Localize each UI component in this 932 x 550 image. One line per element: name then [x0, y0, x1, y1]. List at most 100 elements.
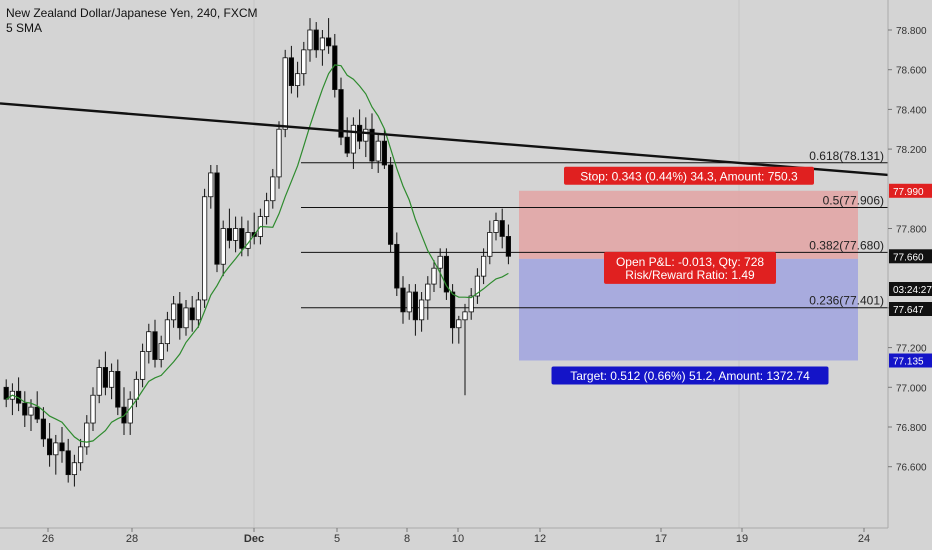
- candle-body: [282, 57, 288, 130]
- fib-label: 0.5(77.906): [823, 193, 884, 207]
- candle-body: [22, 402, 28, 416]
- candle-body: [449, 291, 456, 329]
- candle-body: [133, 378, 139, 400]
- price-tick-label: 78.200: [896, 145, 927, 156]
- candle-body: [487, 232, 493, 257]
- candle-body: [462, 311, 468, 321]
- candle-body: [78, 446, 84, 464]
- target-label-text: Target: 0.512 (0.66%) 51.2, Amount: 1372…: [570, 369, 810, 383]
- candle-body: [220, 228, 226, 265]
- stop-label-box: [564, 166, 814, 185]
- trendline[interactable]: [0, 102, 889, 177]
- time-tick-label: 24: [858, 533, 870, 545]
- candle-body: [47, 438, 53, 456]
- candle-body: [40, 418, 47, 440]
- candle-body: [232, 228, 239, 241]
- price-badge: [889, 282, 932, 296]
- price-badge: [889, 353, 932, 368]
- price-badge-text: 77.647: [893, 305, 924, 316]
- time-tick-label: 26: [42, 533, 54, 545]
- stop-label[interactable]: Stop: 0.343 (0.44%) 34.3, Amount: 750.3: [564, 166, 814, 185]
- price-tick-label: 77.000: [896, 383, 927, 394]
- target-label[interactable]: Target: 0.512 (0.66%) 51.2, Amount: 1372…: [551, 366, 829, 385]
- candle-body: [109, 371, 115, 388]
- candle-body: [3, 386, 9, 400]
- position-labels: Stop: 0.343 (0.44%) 34.3, Amount: 750.3 O…: [551, 166, 829, 385]
- candle-body: [53, 442, 59, 456]
- symbol-title: New Zealand Dollar/Japanese Yen, 240, FX…: [6, 6, 258, 20]
- candle-body: [406, 291, 412, 313]
- candle-body: [239, 228, 245, 249]
- target-label-box: [551, 366, 829, 385]
- price-badge-text: 03:24:27: [893, 285, 932, 296]
- candle-body: [425, 283, 431, 301]
- candle-body: [84, 422, 90, 448]
- candle-body: [71, 462, 77, 476]
- candle-body: [301, 49, 307, 75]
- price-tick-label: 76.600: [896, 463, 927, 474]
- candle-body: [387, 164, 394, 245]
- candle-body: [418, 299, 425, 321]
- candle-body: [263, 200, 270, 217]
- candle-body: [226, 228, 232, 241]
- pnl-label-text: Risk/Reward Ratio: 1.49: [625, 268, 755, 282]
- candle-body: [325, 37, 332, 47]
- price-tick-label: 77.800: [896, 225, 927, 236]
- candles: [3, 18, 512, 487]
- candle-body: [474, 275, 481, 297]
- candle-body: [96, 367, 102, 396]
- candle-body: [164, 319, 170, 345]
- time-tick-label: 8: [404, 533, 410, 545]
- candle-body: [313, 29, 319, 51]
- candle-body: [152, 331, 158, 360]
- time-tick-label: 19: [736, 533, 748, 545]
- candle-body: [319, 37, 326, 51]
- candle-body: [369, 128, 375, 162]
- price-tick-label: 78.600: [896, 66, 927, 77]
- indicator-label[interactable]: 5 SMA: [6, 21, 43, 35]
- trendline[interactable]: [0, 102, 889, 177]
- candle-body: [65, 450, 71, 476]
- candle-body: [288, 57, 295, 86]
- price-axis[interactable]: [888, 0, 932, 550]
- price-tick-label: 76.800: [896, 423, 927, 434]
- candle-body: [170, 303, 177, 321]
- candle-body: [102, 367, 108, 388]
- candle-body: [294, 73, 301, 86]
- candle-body: [115, 371, 121, 408]
- price-tick-label: 78.800: [896, 26, 927, 37]
- price-badge: [889, 249, 932, 264]
- candle-body: [456, 319, 462, 329]
- candle-body: [307, 29, 313, 51]
- candle-body: [270, 176, 276, 202]
- price-badge-text: 77.660: [893, 252, 924, 263]
- candle-body: [276, 128, 282, 178]
- candle-body: [189, 307, 195, 321]
- candle-body: [400, 287, 406, 313]
- fib-label: 0.618(78.131): [809, 149, 884, 163]
- candle-body: [431, 267, 437, 285]
- pnl-label-box: [604, 251, 776, 284]
- stop-zone[interactable]: [519, 190, 858, 259]
- candle-body: [480, 255, 487, 277]
- candle-body: [59, 442, 65, 452]
- sma-line: [5, 64, 509, 443]
- candle-body: [350, 124, 357, 154]
- candle-body: [412, 291, 419, 321]
- stop-label-text: Stop: 0.343 (0.44%) 34.3, Amount: 750.3: [580, 169, 798, 183]
- candle-body: [28, 406, 34, 416]
- time-tick-label: 17: [655, 533, 667, 545]
- price-badge-text: 77.990: [893, 187, 924, 198]
- candle-body: [363, 128, 369, 142]
- sma-line[interactable]: [5, 64, 509, 443]
- candle-body: [443, 255, 450, 293]
- candle-body: [437, 255, 443, 269]
- pnl-label-text: Open P&L: -0.013, Qty: 728: [616, 255, 764, 269]
- fib-label: 0.382(77.680): [809, 238, 884, 252]
- candle-body: [158, 343, 164, 360]
- candle-body: [375, 140, 381, 162]
- candle-body: [183, 307, 189, 329]
